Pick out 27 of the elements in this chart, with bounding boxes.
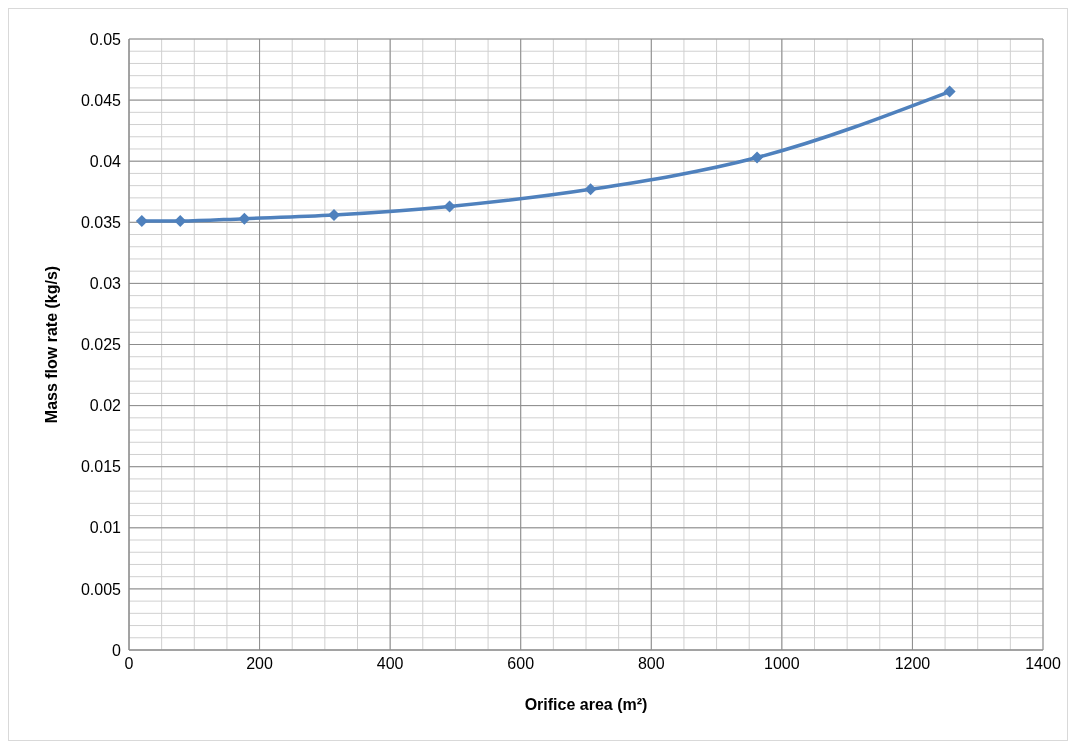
y-tick-label: 0.01 [89,519,122,537]
x-tick-label: 1400 [1025,655,1061,673]
y-tick-label: 0 [112,641,122,659]
y-tick-label: 0.04 [89,152,122,170]
point [443,200,456,213]
point [135,215,148,228]
y-tick-label: 0.03 [89,275,122,293]
x-tick-label: 200 [246,655,274,673]
point [584,183,597,196]
x-tick-label: 800 [637,655,665,673]
y-tick-label: 0.015 [80,458,122,476]
x-tick-label: 600 [507,655,535,673]
y-tick-label: 0.005 [80,580,122,598]
x-tick-label: 1200 [894,655,931,673]
x-axis-title: Orifice area (m²) [524,696,648,713]
y-tick-label: 0.02 [89,397,122,415]
x-tick-label: 0 [124,655,134,673]
point [328,208,340,221]
point [751,151,764,164]
y-tick-label: 0.035 [80,213,122,231]
x-tick-label: 400 [376,655,404,673]
y-axis-title: Mass flow rate (kg/s) [43,265,60,424]
y-tick-label: 0.045 [80,91,122,109]
point [943,85,956,98]
y-tick-label: 0.025 [80,336,122,354]
y-tick-label: 0.05 [89,30,122,48]
x-tick-label: 1000 [764,655,800,673]
